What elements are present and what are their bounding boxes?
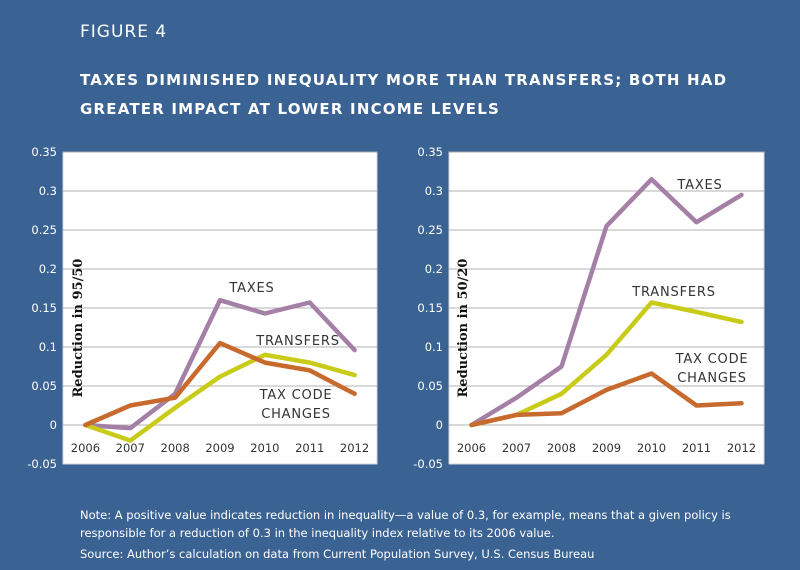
x-tick-label: 2010 — [637, 441, 666, 455]
y-tick-label: 0.1 — [425, 340, 443, 354]
series-label: TAX CODE CHANGES — [675, 352, 749, 386]
x-tick-label: 2008 — [547, 441, 576, 455]
y-axis-title: Reduction in 95/50 — [71, 259, 86, 398]
series-label: TAXES — [676, 178, 722, 193]
x-tick-label: 2006 — [71, 441, 100, 455]
y-tick-label: 0.05 — [31, 379, 57, 393]
chart-right: -0.05 0 0.05 0.1 0.15 0.2 0.25 0.3 0.35 2006 2007 2… — [413, 145, 765, 471]
y-tick-label: 0.15 — [31, 301, 57, 315]
y-tick-label: 0.25 — [31, 223, 57, 237]
y-tick-label: 0.35 — [31, 145, 57, 159]
y-tick-label: -0.05 — [413, 457, 443, 471]
x-tick-label: 2011 — [295, 441, 324, 455]
y-tick-label: 0.05 — [417, 379, 443, 393]
x-tick-label: 2007 — [502, 441, 531, 455]
series-label: TAX CODE CHANGES — [259, 388, 333, 422]
x-tick-label: 2011 — [682, 441, 711, 455]
y-tick-label: 0.15 — [417, 301, 443, 315]
x-tick-label: 2007 — [116, 441, 145, 455]
figure-title: TAXES DIMINISHED INEQUALITY MORE THAN TR… — [80, 71, 728, 118]
series-line-taxes — [469, 177, 744, 428]
series-label: TRANSFERS — [255, 334, 340, 349]
y-tick-label: 0 — [50, 418, 57, 432]
y-tick-label: 0.2 — [425, 262, 443, 276]
x-tick-label: 2006 — [457, 441, 486, 455]
y-tick-label: 0.35 — [417, 145, 443, 159]
series-line-tax-code-changes — [469, 371, 744, 428]
x-tick-label: 2010 — [250, 441, 279, 455]
x-tick-label: 2008 — [161, 441, 190, 455]
charts-canvas: -0.05 0 0.05 0.1 0.15 0.2 0.25 0.3 0.35 2006 2007 2… — [27, 145, 765, 471]
series-line-transfers — [83, 352, 357, 443]
chart-left: -0.05 0 0.05 0.1 0.15 0.2 0.25 0.3 0.35 2006 2007 2… — [27, 145, 378, 471]
y-tick-label: 0.1 — [39, 340, 57, 354]
x-tick-label: 2009 — [592, 441, 621, 455]
y-tick-label: -0.05 — [27, 457, 57, 471]
figure-note: Note: A positive value indicates reducti… — [80, 508, 731, 540]
y-tick-label: 0.25 — [417, 223, 443, 237]
series-label: TRANSFERS — [631, 285, 716, 300]
x-tick-label: 2012 — [727, 441, 756, 455]
x-tick-label: 2009 — [205, 441, 234, 455]
series-line-tax-code-changes — [83, 340, 357, 428]
series-label: TAXES — [228, 281, 274, 296]
y-tick-label: 0.3 — [39, 184, 57, 198]
x-tick-label: 2012 — [340, 441, 369, 455]
y-tick-label: 0.3 — [425, 184, 443, 198]
y-axis-title: Reduction in 50/20 — [456, 259, 471, 398]
y-tick-label: 0 — [436, 418, 443, 432]
figure-source: Source: Author’s calculation on data fro… — [80, 547, 595, 561]
figure-label: FIGURE 4 — [80, 22, 168, 42]
series-line-taxes — [83, 297, 357, 431]
y-tick-label: 0.2 — [39, 262, 57, 276]
